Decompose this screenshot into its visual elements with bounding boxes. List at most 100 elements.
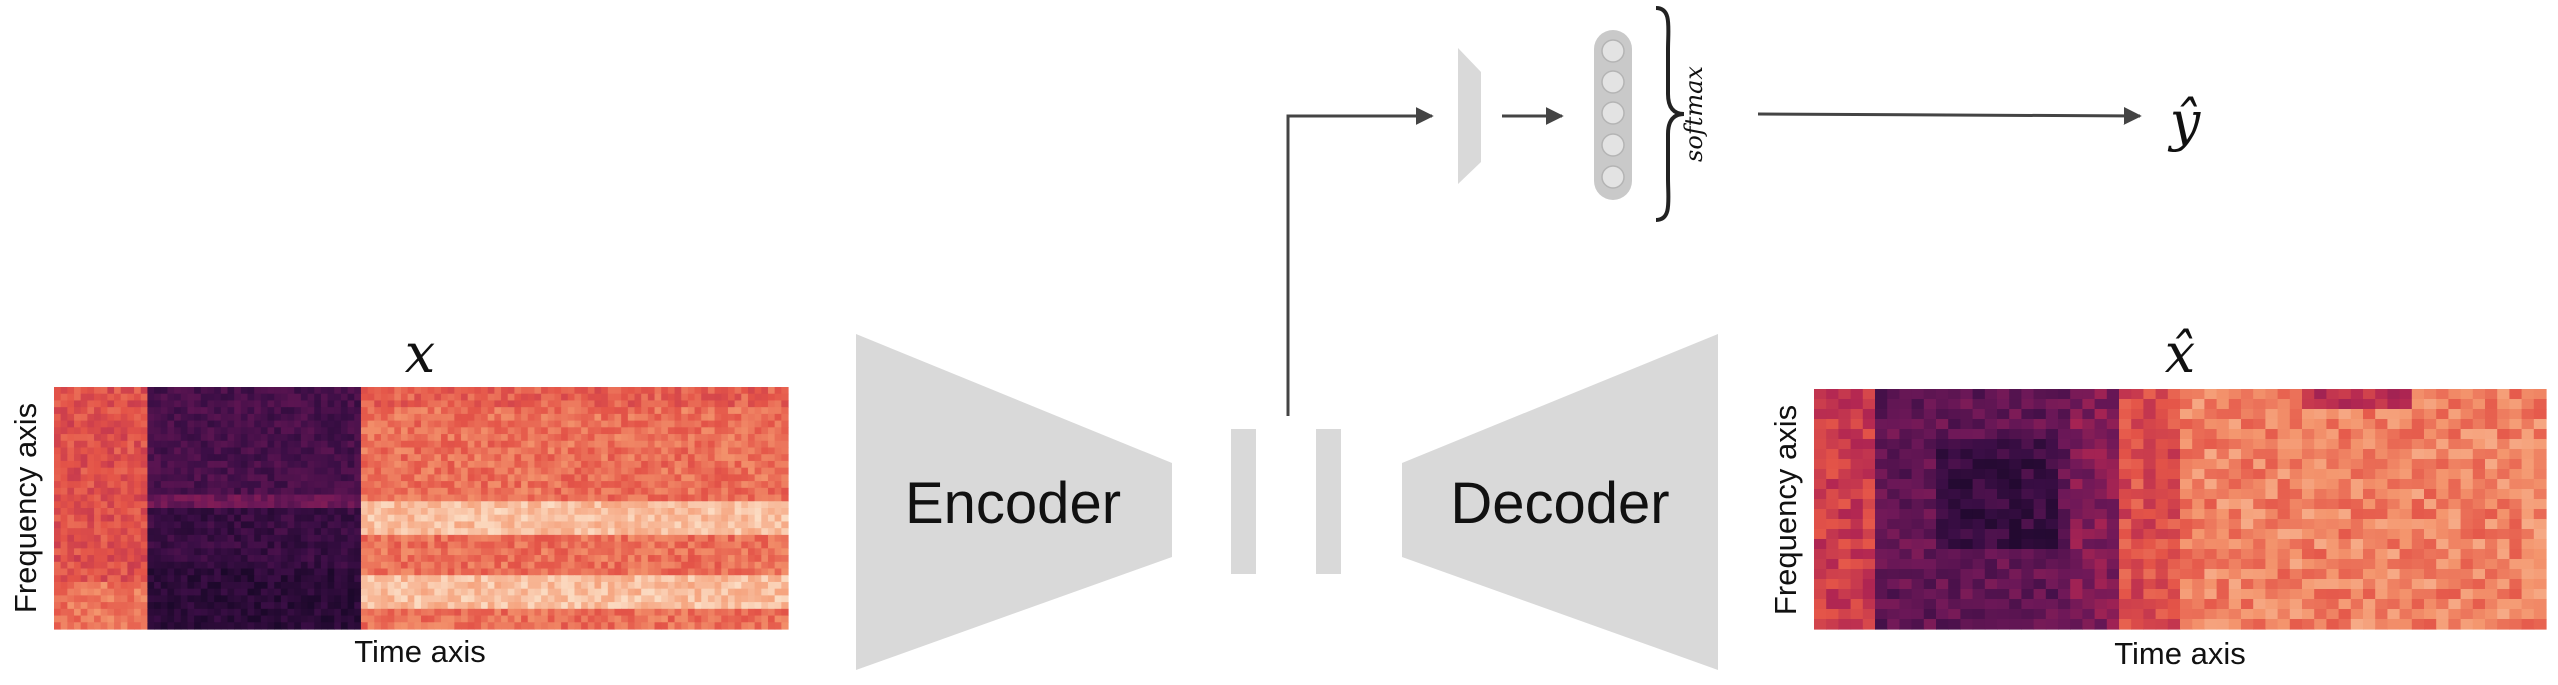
spectrogram-cell bbox=[587, 494, 596, 502]
spectrogram-cell bbox=[354, 467, 362, 475]
spectrogram-cell bbox=[2375, 399, 2388, 410]
spectrogram-cell bbox=[187, 521, 195, 529]
softmax-to-prediction-arrow bbox=[1757, 106, 2142, 125]
spectrogram-cell bbox=[2033, 399, 2047, 410]
spectrogram-cell bbox=[240, 487, 249, 496]
spectrogram-cell bbox=[254, 608, 262, 617]
spectrogram-cell bbox=[714, 427, 722, 435]
spectrogram-cell bbox=[387, 514, 395, 523]
spectrogram-cell bbox=[87, 622, 95, 630]
spectrogram-cell bbox=[667, 434, 676, 442]
spectrogram-cell bbox=[247, 447, 255, 455]
spectrogram-cell bbox=[427, 434, 435, 442]
spectrogram-cell bbox=[414, 555, 422, 563]
spectrogram-cell bbox=[380, 534, 389, 543]
spectrogram-cell bbox=[274, 528, 282, 536]
spectrogram-cell bbox=[501, 440, 509, 449]
spectrogram-cell bbox=[667, 494, 676, 502]
spectrogram-cell bbox=[761, 447, 769, 455]
spectrogram-cell bbox=[1875, 529, 1888, 540]
spectrogram-cell bbox=[514, 575, 522, 583]
spectrogram-cell bbox=[2106, 419, 2120, 430]
spectrogram-cell bbox=[521, 427, 529, 435]
spectrogram-cell bbox=[227, 575, 235, 583]
spectrogram-cell bbox=[2350, 509, 2364, 520]
spectrogram-cell bbox=[407, 555, 415, 563]
spectrogram-cell bbox=[434, 413, 442, 422]
spectrogram-cell bbox=[607, 501, 616, 509]
spectrogram-cell bbox=[707, 615, 716, 623]
spectrogram-cell bbox=[2058, 429, 2071, 440]
spectrogram-cell bbox=[607, 541, 616, 549]
spectrogram-cell bbox=[2058, 419, 2071, 430]
spectrogram-cell bbox=[360, 454, 369, 462]
spectrogram-cell bbox=[2424, 519, 2437, 530]
spectrogram-cell bbox=[240, 467, 249, 475]
spectrogram-cell bbox=[354, 602, 362, 610]
spectrogram-cell bbox=[200, 440, 209, 449]
spectrogram-cell bbox=[400, 440, 409, 449]
spectrogram-cell bbox=[60, 528, 68, 536]
spectrogram-cell bbox=[94, 541, 102, 549]
spectrogram-cell bbox=[441, 420, 449, 428]
spectrogram-cell bbox=[547, 508, 556, 516]
spectrogram-cell bbox=[454, 387, 462, 395]
spectrogram-cell bbox=[594, 427, 602, 435]
spectrogram-cell bbox=[74, 387, 82, 395]
spectrogram-cell bbox=[781, 528, 789, 536]
spectrogram-cell bbox=[267, 434, 275, 442]
spectrogram-cell bbox=[494, 568, 502, 576]
spectrogram-cell bbox=[2253, 409, 2266, 420]
spectrogram-cell bbox=[541, 454, 549, 462]
spectrogram-cell bbox=[1899, 449, 1913, 460]
spectrogram-cell bbox=[727, 454, 736, 462]
spectrogram-cell bbox=[294, 561, 302, 570]
spectrogram-cell bbox=[774, 447, 782, 455]
spectrogram-cell bbox=[661, 474, 669, 482]
spectrogram-cell bbox=[1936, 539, 1949, 550]
spectrogram-cell bbox=[400, 575, 409, 583]
spectrogram-cell bbox=[154, 434, 162, 442]
spectrogram-cell bbox=[60, 447, 68, 455]
spectrogram-cell bbox=[494, 521, 502, 529]
spectrogram-cell bbox=[581, 460, 589, 469]
spectrogram-cell bbox=[414, 460, 422, 469]
spectrogram-cell bbox=[614, 608, 622, 617]
spectrogram-cell bbox=[1899, 429, 1913, 440]
spectrogram-cell bbox=[507, 508, 516, 516]
spectrogram-cell bbox=[174, 581, 182, 590]
spectrogram-cell bbox=[154, 561, 162, 570]
spectrogram-cell bbox=[140, 568, 149, 576]
spectrogram-cell bbox=[667, 427, 676, 435]
spectrogram-cell bbox=[514, 622, 522, 630]
spectrogram-cell bbox=[2472, 439, 2486, 450]
spectrogram-cell bbox=[334, 481, 342, 489]
spectrogram-cell bbox=[2155, 399, 2169, 410]
spectrogram-cell bbox=[107, 588, 115, 596]
spectrogram-cell bbox=[641, 514, 649, 523]
spectrogram-cell bbox=[687, 407, 696, 415]
spectrogram-cell bbox=[2143, 469, 2157, 480]
spectrogram-cell bbox=[714, 407, 722, 415]
spectrogram-cell bbox=[227, 595, 235, 603]
spectrogram-cell bbox=[461, 427, 469, 435]
spectrogram-cell bbox=[1923, 459, 1937, 470]
spectrogram-cell bbox=[774, 615, 782, 623]
spectrogram-cell bbox=[547, 460, 556, 469]
spectrogram-cell bbox=[687, 481, 696, 489]
spectrogram-cell bbox=[614, 514, 622, 523]
spectrogram-cell bbox=[2021, 409, 2035, 420]
spectrogram-cell bbox=[581, 548, 589, 556]
spectrogram-cell bbox=[547, 413, 556, 422]
spectrogram-cell bbox=[621, 434, 629, 442]
spectrogram-cell bbox=[400, 581, 409, 590]
spectrogram-cell bbox=[561, 387, 569, 395]
spectrogram-cell bbox=[2009, 519, 2022, 530]
spectrogram-cell bbox=[87, 400, 95, 408]
spectrogram-cell bbox=[160, 541, 169, 549]
spectrogram-cell bbox=[2167, 519, 2181, 530]
spectrogram-cell bbox=[2009, 429, 2022, 440]
spectrogram-cell bbox=[214, 407, 222, 415]
spectrogram-cell bbox=[307, 548, 315, 556]
spectrogram-cell bbox=[2533, 469, 2547, 480]
